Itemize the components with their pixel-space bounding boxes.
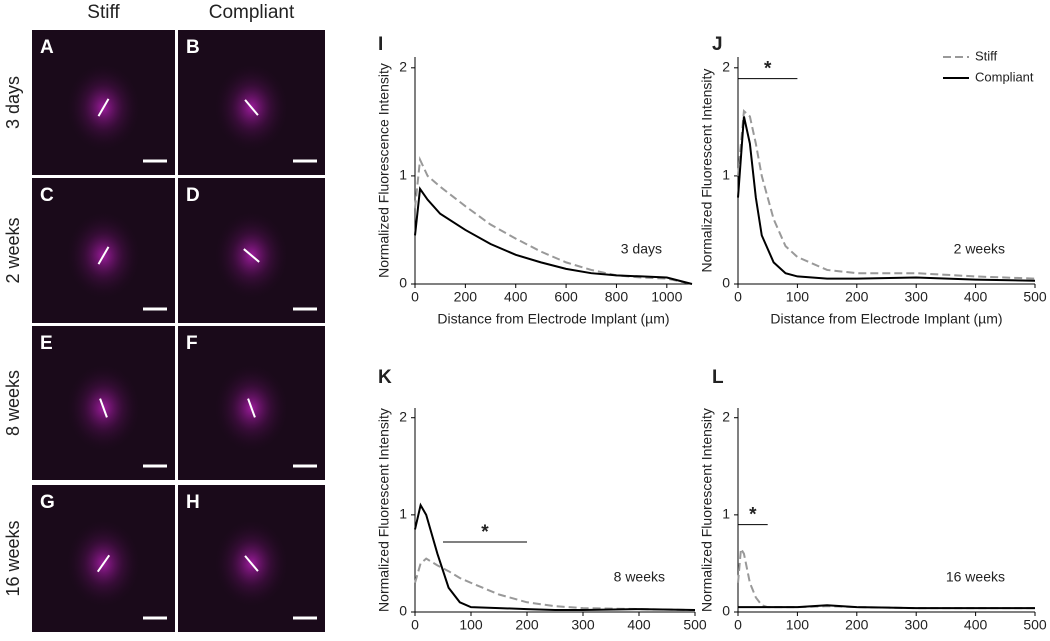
x-tick-label: 500	[683, 617, 707, 633]
x-tick-label: 1000	[651, 289, 682, 305]
y-tick-label: 2	[722, 59, 730, 75]
series-line	[414, 502, 696, 612]
x-axis-label: Distance from Electrode Implant (µm)	[439, 639, 671, 641]
electrode-track	[247, 398, 256, 418]
x-tick-label: 800	[605, 289, 629, 305]
x-axis-label: Distance from Electrode Implant (µm)	[770, 311, 1002, 327]
y-tick-label: 1	[722, 506, 730, 522]
x-tick-label: 200	[454, 289, 478, 305]
y-tick-label: 1	[399, 506, 407, 522]
y-tick-label: 2	[722, 408, 730, 424]
x-tick-label: 200	[515, 617, 539, 633]
y-tick-label: 1	[722, 167, 730, 183]
column-header: Compliant	[209, 2, 295, 23]
panel-letter: K	[378, 367, 392, 388]
panel-letter: B	[186, 37, 200, 58]
x-tick-label: 100	[786, 617, 810, 633]
annotation: 2 weeks	[954, 241, 1005, 257]
y-axis-label: Normalized Fluorescent Intensity	[699, 69, 715, 273]
annotation: 3 days	[621, 241, 662, 257]
x-tick-label: 500	[1023, 617, 1047, 633]
x-tick-label: 200	[845, 289, 869, 305]
y-tick-label: 0	[399, 603, 407, 619]
significance-label: *	[481, 522, 489, 543]
series-line	[414, 557, 696, 612]
x-tick-label: 300	[905, 289, 929, 305]
y-tick-label: 0	[722, 275, 730, 291]
y-tick-label: 2	[399, 408, 407, 424]
x-tick-label: 600	[554, 289, 578, 305]
series-line	[738, 604, 1035, 610]
panel-letter: H	[186, 492, 200, 513]
y-tick-label: 2	[399, 59, 407, 75]
x-tick-label: 0	[734, 617, 742, 633]
annotation: 8 weeks	[614, 569, 665, 585]
x-tick-label: 100	[786, 289, 810, 305]
significance-label: *	[749, 505, 757, 526]
panel-letter: I	[378, 34, 383, 55]
y-tick-label: 0	[722, 603, 730, 619]
x-tick-label: 400	[964, 289, 988, 305]
series-line	[414, 186, 693, 285]
x-tick-label: 500	[1023, 289, 1047, 305]
y-axis-label: Normalized Fluorescence Intensity	[376, 63, 392, 278]
row-header: 8 weeks	[3, 370, 23, 436]
x-tick-label: 400	[964, 617, 988, 633]
row-header: 3 days	[3, 76, 23, 129]
x-tick-label: 0	[411, 289, 419, 305]
panel-letter: E	[40, 333, 53, 354]
row-header: 2 weeks	[3, 217, 23, 283]
x-tick-label: 200	[845, 617, 869, 633]
panel-letter: J	[712, 34, 723, 55]
panel-letter: A	[40, 37, 54, 58]
panel-letter: L	[712, 367, 724, 388]
series-line	[737, 116, 1036, 282]
x-tick-label: 400	[504, 289, 528, 305]
y-tick-label: 0	[399, 275, 407, 291]
x-axis-label: Distance from Electrode Implant (µm)	[770, 639, 1002, 641]
electrode-track	[96, 554, 111, 573]
x-axis-label: Distance from Electrode Implant (µm)	[437, 311, 669, 327]
column-header: Stiff	[87, 2, 120, 23]
annotation: 16 weeks	[946, 569, 1005, 585]
y-axis-label: Normalized Fluorescent Intensity	[376, 408, 392, 612]
series-line	[737, 108, 1036, 280]
significance-label: *	[764, 59, 772, 80]
electrode-track	[244, 99, 259, 116]
panel-letter: C	[40, 185, 54, 206]
electrode-track	[97, 246, 110, 265]
y-tick-label: 1	[399, 167, 407, 183]
panel-letter: G	[40, 492, 55, 513]
legend-label: Stiff	[975, 48, 998, 63]
x-tick-label: 0	[734, 289, 742, 305]
legend-label: Compliant	[975, 69, 1034, 84]
x-tick-label: 300	[905, 617, 929, 633]
x-tick-label: 100	[459, 617, 483, 633]
panel-letter: D	[186, 185, 200, 206]
y-axis-label: Normalized Fluorescent Intensity	[699, 408, 715, 612]
electrode-track	[244, 555, 259, 572]
x-tick-label: 300	[571, 617, 595, 633]
row-header: 16 weeks	[3, 520, 23, 596]
x-tick-label: 400	[627, 617, 651, 633]
panel-letter: F	[186, 333, 198, 354]
electrode-track	[99, 398, 108, 418]
x-tick-label: 0	[411, 617, 419, 633]
electrode-track	[97, 98, 110, 117]
electrode-track	[243, 248, 260, 263]
